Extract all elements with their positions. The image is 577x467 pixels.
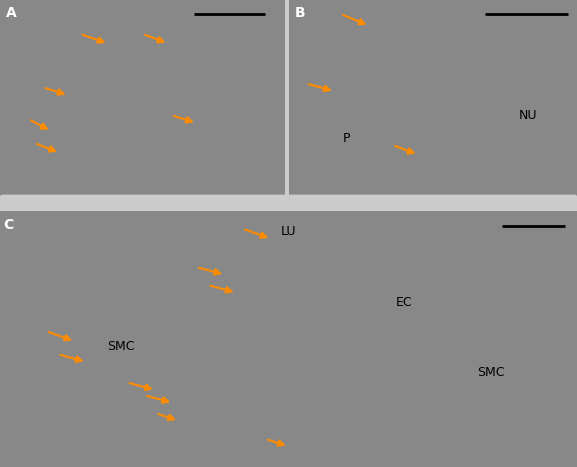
Text: B: B	[294, 6, 305, 20]
Text: LU: LU	[281, 225, 296, 238]
Text: SMC: SMC	[477, 366, 504, 379]
Text: EC: EC	[396, 297, 412, 310]
Text: NU: NU	[519, 109, 537, 121]
Text: P: P	[343, 133, 350, 145]
Text: C: C	[3, 218, 13, 232]
Text: A: A	[6, 6, 17, 20]
Text: SMC: SMC	[107, 340, 135, 353]
